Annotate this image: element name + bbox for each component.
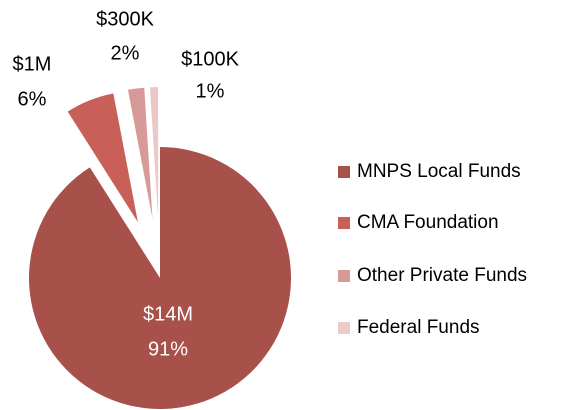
slice-amount-label: $100K	[181, 48, 239, 70]
legend-label: MNPS Local Funds	[357, 161, 521, 182]
pie-slice	[28, 147, 291, 409]
slice-percent-label: 1%	[196, 80, 225, 102]
pie-slice	[149, 87, 159, 219]
legend-label: Federal Funds	[357, 317, 480, 338]
slice-percent-label: 6%	[18, 88, 47, 110]
legend-swatch	[338, 217, 350, 229]
pie-slice	[127, 87, 153, 219]
legend-swatch	[338, 270, 350, 282]
legend-swatch	[338, 322, 350, 334]
legend-label: Other Private Funds	[357, 265, 527, 286]
legend-label: CMA Foundation	[357, 212, 499, 233]
slice-percent-label: 2%	[111, 42, 140, 64]
legend-swatch	[338, 166, 350, 178]
pie-slice	[67, 93, 138, 223]
slice-percent-label: 91%	[148, 338, 188, 360]
slice-amount-label: $1M	[13, 53, 52, 75]
slice-amount-label: $300K	[96, 8, 154, 30]
slice-amount-label: $14M	[143, 303, 193, 325]
